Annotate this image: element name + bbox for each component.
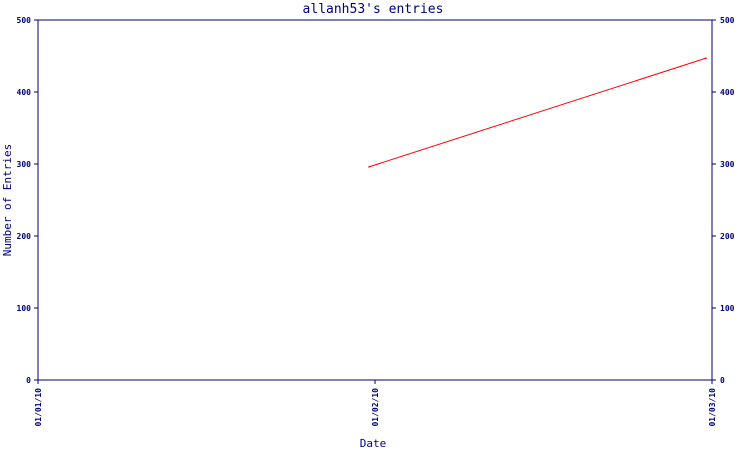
y-left-tick-label-2: 200 [17,232,32,241]
x-tick-label-1: 01/02/10 [371,388,380,427]
y-right-tick-label-5: 500 [720,16,735,25]
y-right-tick-label-0: 0 [720,376,725,385]
series-point-0-0 [368,166,370,168]
y-left-tick-label-4: 400 [17,88,32,97]
x-tick-label-0: 01/01/10 [34,388,43,427]
y-axis-title: Number of Entries [1,144,14,257]
y-right-tick-label-4: 400 [720,88,735,97]
y-right-tick-label-3: 300 [720,160,735,169]
y-right-ticks: 0 100 200 300 400 500 [712,16,735,385]
y-left-tick-label-3: 300 [17,160,32,169]
plot-frame [37,19,713,381]
series-layer [368,57,707,168]
y-left-tick-label-0: 0 [26,376,31,385]
x-axis-title: Date [360,437,387,450]
x-tick-label-2: 01/03/10 [708,388,717,427]
x-ticks: 01/01/10 01/02/10 01/03/10 [34,380,717,427]
chart-title: allanh53's entries [303,2,444,17]
y-left-tick-label-1: 100 [17,304,32,313]
y-left-ticks: 0 100 200 300 400 500 [17,16,38,385]
y-right-tick-label-1: 100 [720,304,735,313]
y-right-tick-label-2: 200 [720,232,735,241]
series-line-0 [368,57,707,168]
y-left-tick-label-5: 500 [17,16,32,25]
series-point-0-1 [705,57,707,59]
